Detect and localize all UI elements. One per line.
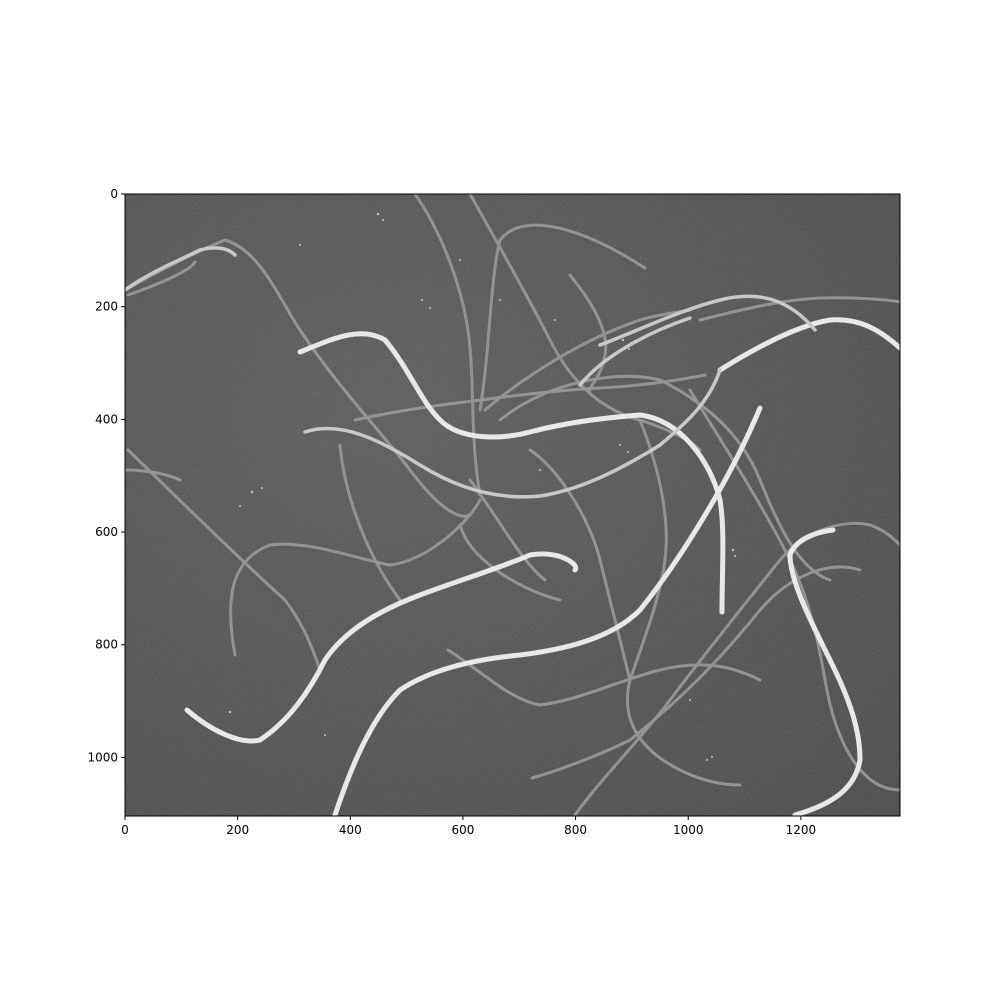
x-tick-label: 0 <box>121 823 129 837</box>
y-tick-label: 0 <box>110 187 118 201</box>
micrograph-image <box>125 194 900 816</box>
y-axis: 0 200 400 600 800 1000 <box>87 187 125 764</box>
image-texture <box>125 194 900 816</box>
y-tick-label: 600 <box>95 525 118 539</box>
x-tick-label: 600 <box>451 823 474 837</box>
x-tick-label: 400 <box>339 823 362 837</box>
y-tick-label: 800 <box>95 638 118 652</box>
x-tick-label: 800 <box>564 823 587 837</box>
y-tick-label: 200 <box>95 300 118 314</box>
x-tick-label: 1000 <box>673 823 704 837</box>
y-tick-label: 400 <box>95 412 118 426</box>
x-tick-label: 200 <box>226 823 249 837</box>
x-tick-label: 1200 <box>786 823 817 837</box>
y-tick-label: 1000 <box>87 750 118 764</box>
x-axis: 0 200 400 600 800 1000 1200 <box>121 816 816 837</box>
